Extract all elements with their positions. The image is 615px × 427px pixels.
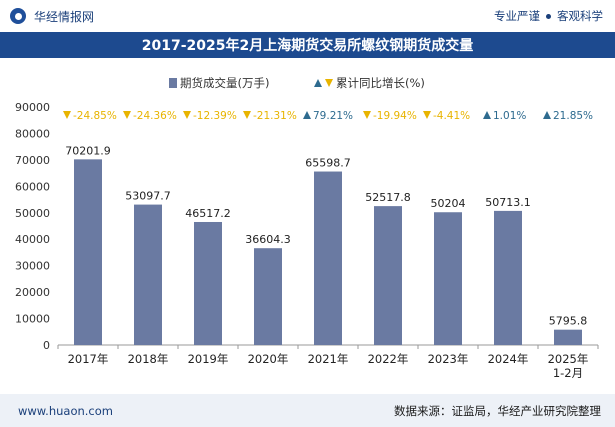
legend-down-icon: [325, 79, 333, 87]
yoy-value-label: -12.39%: [193, 110, 237, 122]
x-category-label: 2022年: [368, 352, 409, 366]
yoy-down-icon: [123, 111, 131, 119]
bar: [434, 212, 462, 345]
y-tick-label: 40000: [15, 233, 50, 246]
y-tick-label: 30000: [15, 260, 50, 273]
legend-up-icon: [314, 79, 322, 87]
bar: [254, 248, 282, 345]
yoy-value-label: -4.41%: [433, 110, 470, 122]
bar-value-label: 70201.9: [65, 144, 111, 157]
footer-source: 数据来源：证监局，华经产业研究院整理: [394, 403, 601, 418]
bar: [314, 171, 342, 345]
y-tick-label: 10000: [15, 313, 50, 326]
bar: [134, 204, 162, 345]
yoy-value-label: -24.85%: [73, 110, 117, 122]
bar-value-label: 52517.8: [365, 191, 411, 204]
x-category-label: 2017年: [68, 352, 109, 366]
yoy-up-icon: [483, 111, 491, 119]
bar-value-label: 50204: [431, 197, 466, 210]
x-category-label: 2023年: [428, 352, 469, 366]
footer-site: www.huaon.com: [18, 403, 113, 418]
yoy-up-icon: [303, 111, 311, 119]
tagline-2: 客观科学: [557, 9, 603, 23]
yoy-value-label: 1.01%: [493, 110, 526, 122]
bar-chart: 期货成交量(万手) 累计同比增长(%) 0 10000 20000 30000 40000 5…: [15, 76, 599, 380]
yoy-value-label: -19.94%: [373, 110, 417, 122]
bar-value-label: 36604.3: [245, 233, 291, 246]
yoy-up-icon: [543, 111, 551, 119]
yoy-value-label: -21.31%: [253, 110, 297, 122]
x-category-label: 1-2月: [553, 366, 583, 380]
yoy-down-icon: [183, 111, 191, 119]
chart-title-bar: 2017-2025年2月上海期货交易所螺纹钢期货成交量: [0, 32, 615, 58]
bar: [74, 159, 102, 345]
brand-name: 华经情报网: [34, 9, 95, 24]
y-tick-label: 80000: [15, 127, 50, 140]
bar-value-label: 65598.7: [305, 157, 351, 170]
yoy-down-icon: [243, 111, 251, 119]
y-tick-label: 0: [43, 339, 50, 352]
yoy-value-label: -24.36%: [133, 110, 177, 122]
legend-yoy-label: 累计同比增长(%): [336, 76, 425, 90]
brand-logo-icon: [10, 8, 26, 24]
x-category-label: 2019年: [188, 352, 229, 366]
bar-value-label: 5795.8: [549, 315, 588, 328]
bar-value-label: 50713.1: [485, 196, 531, 209]
tagline-1: 专业严谨: [494, 9, 540, 23]
brand: 华经情报网: [10, 8, 94, 25]
yoy-value-label: 79.21%: [313, 110, 353, 122]
yoy-down-icon: [363, 111, 371, 119]
legend-volume-label: 期货成交量(万手): [180, 76, 269, 90]
footer: www.huaon.com 数据来源：证监局，华经产业研究院整理: [0, 394, 615, 427]
x-category-label: 2020年: [248, 352, 289, 366]
y-tick-label: 50000: [15, 207, 50, 220]
bar-value-label: 46517.2: [185, 207, 231, 220]
bar: [554, 329, 582, 345]
chart-title: 2017-2025年2月上海期货交易所螺纹钢期货成交量: [141, 38, 474, 54]
bar: [374, 206, 402, 345]
legend-volume-swatch: [169, 78, 177, 88]
y-tick-label: 60000: [15, 180, 50, 193]
x-category-label: 2024年: [488, 352, 529, 366]
y-tick-label: 90000: [15, 101, 50, 114]
x-category-label: 2021年: [308, 352, 349, 366]
bar-value-label: 53097.7: [125, 190, 171, 203]
y-tick-label: 70000: [15, 154, 50, 167]
bar: [194, 221, 222, 345]
x-category-label: 2025年: [548, 352, 589, 366]
x-category-label: 2018年: [128, 352, 169, 366]
top-bar: 华经情报网 专业严谨 客观科学: [0, 0, 615, 32]
y-tick-label: 20000: [15, 286, 50, 299]
bar: [494, 210, 522, 345]
yoy-down-icon: [63, 111, 71, 119]
yoy-down-icon: [423, 111, 431, 119]
tagline: 专业严谨 客观科学: [494, 8, 603, 24]
dot-icon: [546, 13, 551, 19]
yoy-value-label: 21.85%: [553, 110, 593, 122]
